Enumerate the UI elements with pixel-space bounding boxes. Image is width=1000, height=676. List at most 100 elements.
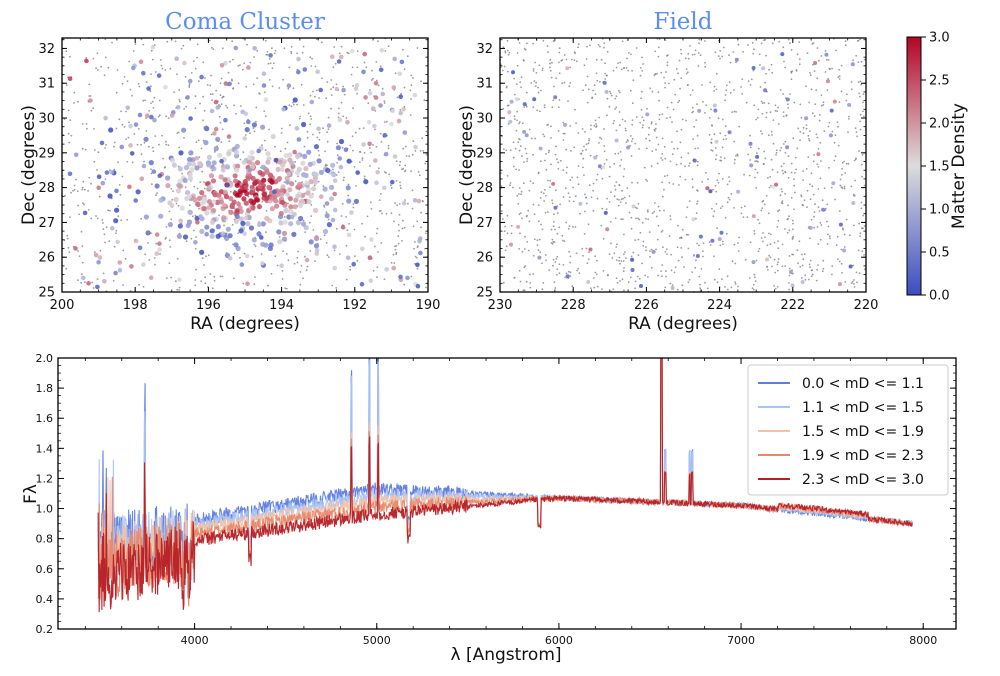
field-colored-point <box>774 182 779 187</box>
coma-background-point <box>376 276 378 279</box>
coma-background-point <box>170 276 173 279</box>
field-background-point <box>524 265 527 267</box>
field-background-point <box>826 89 829 91</box>
field-y-tick-label: 29 <box>476 146 493 161</box>
coma-colored-point <box>332 191 338 197</box>
field-background-point <box>545 168 548 171</box>
field-background-point <box>863 58 866 61</box>
field-colored-point <box>765 257 769 262</box>
field-background-point <box>647 133 650 136</box>
coma-background-point <box>190 72 193 74</box>
field-background-point <box>685 233 688 236</box>
coma-colored-point <box>232 173 238 179</box>
field-background-point <box>600 58 603 61</box>
field-background-point <box>679 141 682 144</box>
field-background-point <box>584 84 587 87</box>
coma-background-point <box>267 62 270 65</box>
coma-background-point <box>105 226 108 229</box>
field-background-point <box>581 247 584 250</box>
coma-colored-point <box>250 200 257 206</box>
field-background-point <box>844 172 847 174</box>
coma-background-point <box>304 255 306 258</box>
coma-background-point <box>176 73 178 76</box>
coma-background-point <box>152 150 155 153</box>
coma-background-point <box>83 281 86 283</box>
field-background-point <box>822 267 825 270</box>
coma-background-point <box>274 49 277 52</box>
field-colored-point <box>602 80 607 85</box>
coma-background-point <box>95 215 97 217</box>
field-background-point <box>808 263 811 266</box>
colorbar-ticks: 0.00.51.01.52.02.53.0 <box>921 31 950 304</box>
coma-background-point <box>244 134 247 136</box>
spectrum-y-tick-label: 1.2 <box>36 472 54 485</box>
field-colored-point <box>848 264 853 269</box>
coma-colored-point <box>368 278 374 284</box>
field-background-point <box>621 278 624 281</box>
field-background-point <box>625 257 627 259</box>
field-background-point <box>530 137 533 140</box>
field-colored-point <box>509 99 514 104</box>
coma-colored-point <box>311 186 317 192</box>
coma-colored-point <box>286 171 292 177</box>
field-background-point <box>504 225 506 228</box>
field-colored-point <box>524 133 529 138</box>
field-background-point <box>859 80 862 83</box>
coma-background-point <box>185 240 188 243</box>
field-colored-point <box>748 141 753 146</box>
field-background-point <box>606 50 609 53</box>
field-background-point <box>762 232 764 234</box>
field-background-point <box>618 259 620 262</box>
coma-colored-point <box>220 231 225 236</box>
coma-background-point <box>211 99 214 102</box>
field-background-point <box>713 133 716 136</box>
field-background-point <box>532 182 534 185</box>
field-background-point <box>657 224 660 227</box>
coma-background-point <box>95 67 97 70</box>
coma-background-point <box>338 107 340 110</box>
coma-y-tick-label: 32 <box>38 42 55 57</box>
field-background-point <box>573 59 576 61</box>
coma-background-point <box>318 154 321 157</box>
field-background-point <box>582 166 584 169</box>
field-background-point <box>696 164 699 167</box>
coma-background-point <box>85 123 88 125</box>
field-background-point <box>781 202 784 205</box>
field-background-point <box>630 227 633 230</box>
field-background-point <box>658 209 661 212</box>
field-background-point <box>767 134 770 137</box>
spectrum-x-tick-label: 6000 <box>545 634 573 647</box>
coma-colored-point <box>234 143 240 149</box>
coma-background-point <box>293 103 295 106</box>
field-background-point <box>537 172 540 175</box>
coma-background-point <box>305 269 308 272</box>
coma-background-point <box>223 224 225 227</box>
field-background-point <box>650 165 653 168</box>
coma-background-point <box>150 102 152 105</box>
coma-background-point <box>253 243 256 246</box>
field-background-point <box>677 101 679 104</box>
field-background-point <box>579 212 581 215</box>
coma-colored-point <box>233 178 239 184</box>
coma-background-point <box>107 209 110 212</box>
field-background-point <box>681 118 684 121</box>
coma-colored-point <box>412 198 418 203</box>
coma-background-point <box>388 173 391 176</box>
field-background-point <box>661 181 664 184</box>
coma-colored-point <box>233 242 239 248</box>
field-background-point <box>753 48 755 51</box>
field-background-point <box>681 284 684 287</box>
coma-colored-point <box>396 118 402 124</box>
field-background-point <box>741 78 744 81</box>
field-x-tick-label: 224 <box>707 298 732 313</box>
field-background-point <box>826 243 829 245</box>
field-background-point <box>603 163 606 165</box>
coma-background-point <box>83 203 85 206</box>
field-background-point <box>634 142 637 145</box>
field-background-point <box>817 148 820 150</box>
field-background-point <box>550 228 553 231</box>
field-background-point <box>704 112 706 114</box>
field-y-tick-label: 31 <box>476 77 493 92</box>
field-background-point <box>550 125 552 128</box>
